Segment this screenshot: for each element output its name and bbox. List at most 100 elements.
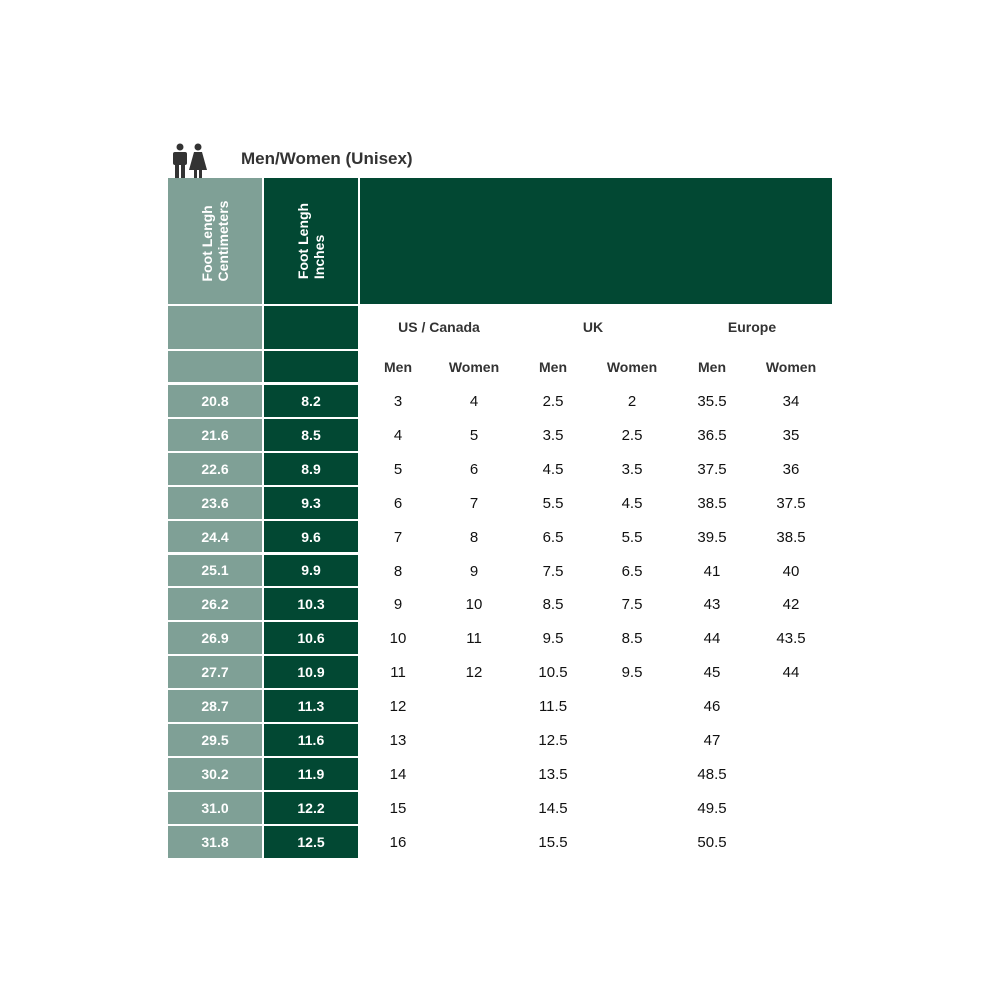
size-cell: 8.5: [621, 630, 643, 648]
size-cell: 3.5: [542, 426, 564, 444]
size-cell: 6.5: [542, 528, 564, 546]
size-cell: 44: [703, 630, 721, 648]
in-group-spacer: [264, 306, 358, 349]
size-cell: 5: [469, 426, 479, 444]
cm-cell: 21.6: [168, 418, 262, 451]
size-cell: 8: [393, 562, 403, 580]
header-line: Foot Lengh: [295, 202, 311, 280]
chart-title: Men/Women (Unisex): [241, 149, 413, 168]
inch-cell: 11.6: [264, 724, 358, 756]
size-cell: 7.5: [621, 596, 643, 614]
header-line: Inches: [311, 234, 327, 280]
size-cell: 5.5: [621, 528, 643, 546]
in-sub-spacer: [264, 351, 358, 382]
size-cell: 35: [782, 426, 800, 444]
size-cell: 13: [389, 732, 407, 749]
inch-cell: 9.3: [264, 486, 358, 519]
size-cell: 36.5: [697, 426, 727, 444]
size-cell: 48.5: [697, 765, 727, 783]
subheader-women: Women: [448, 359, 500, 375]
size-cell: 42: [782, 596, 800, 614]
size-cell: 50.5: [697, 833, 727, 851]
size-cell: 6: [469, 460, 479, 478]
size-cell: 45: [703, 664, 721, 682]
header-line: Centimeters: [215, 200, 231, 282]
size-cell: 3: [393, 393, 403, 410]
header-line: Foot Lengh: [199, 205, 215, 282]
size-cell: 11: [466, 630, 482, 648]
cm-cell: 28.7: [168, 690, 262, 722]
size-cell: 4: [393, 426, 403, 444]
size-cell: 16: [389, 833, 407, 851]
size-cell: 9.5: [542, 630, 564, 648]
cm-cell: 26.2: [168, 588, 262, 621]
size-cell: 43.5: [776, 630, 806, 648]
cm-cell: 23.6: [168, 486, 262, 519]
size-cell: 7: [469, 494, 479, 512]
size-cell: 35.5: [697, 393, 727, 410]
inch-cell: 11.3: [264, 690, 358, 722]
man-woman-icon: [173, 143, 207, 178]
size-cell: 4.5: [542, 460, 564, 478]
size-cell: 15.5: [538, 833, 568, 851]
size-cell: 47: [703, 732, 721, 749]
size-cell: 8.5: [542, 596, 564, 614]
size-cell: 38.5: [697, 494, 727, 512]
inch-cell: 10.3: [264, 588, 358, 621]
size-cell: 4.5: [621, 494, 643, 512]
size-cell: 15: [389, 799, 407, 817]
size-cell: 10: [465, 596, 483, 614]
header-banner: [360, 178, 832, 304]
size-cell: 49.5: [697, 799, 727, 817]
cm-cell: 26.9: [168, 622, 262, 655]
subheader-men: Men: [698, 359, 726, 375]
inch-cell: 10.9: [264, 656, 358, 689]
inch-cell: 10.6: [264, 622, 358, 655]
inch-cell: 8.9: [264, 452, 358, 485]
inch-cell: 12.2: [264, 791, 358, 824]
group-europe: Europe: [727, 319, 777, 335]
subheader-men: Men: [384, 359, 412, 375]
size-cell: 11.5: [538, 698, 568, 716]
header-foot-length-cm: Foot Lengh Centimeters: [168, 178, 262, 304]
subheader-women: Women: [606, 359, 658, 375]
inch-cell: 9.9: [264, 554, 358, 587]
cm-cell: 22.6: [168, 452, 262, 485]
size-cell: 43: [703, 596, 721, 614]
size-cell: 5: [393, 460, 403, 478]
size-cell: 2.5: [621, 426, 643, 444]
size-cell: 46: [703, 698, 721, 716]
size-cell: 5.5: [542, 494, 564, 512]
size-cell: 9: [469, 562, 479, 580]
size-cell: 2: [627, 393, 637, 410]
inch-cell: 8.5: [264, 418, 358, 451]
size-cell: 4: [469, 393, 479, 410]
inch-cell: 12.5: [264, 825, 358, 858]
size-cell: 40: [782, 562, 800, 580]
subheader-men: Men: [539, 359, 567, 375]
cm-cell: 30.2: [168, 757, 262, 790]
cm-group-spacer: [168, 306, 262, 349]
size-cell: 34: [782, 393, 800, 410]
size-cell: 41: [703, 562, 721, 580]
cm-sub-spacer: [168, 351, 262, 382]
size-cell: 11: [390, 664, 406, 682]
size-cell: 8: [469, 528, 479, 546]
size-cell: 2.5: [542, 393, 564, 410]
cm-cell: 20.8: [168, 385, 262, 417]
size-cell: 7: [393, 528, 403, 546]
size-cell: 37.5: [776, 494, 806, 512]
cm-cell: 31.8: [168, 825, 262, 858]
group-us-canada: US / Canada: [398, 319, 480, 335]
size-cell: 12: [389, 698, 407, 716]
group-uk: UK: [582, 319, 604, 335]
inch-cell: 11.9: [264, 757, 358, 790]
size-cell: 9.5: [621, 664, 643, 682]
size-cell: 37.5: [697, 460, 727, 478]
size-cell: 3.5: [621, 460, 643, 478]
cm-cell: 25.1: [168, 554, 262, 587]
size-cell: 36: [782, 460, 800, 478]
size-cell: 7.5: [542, 562, 564, 580]
cm-cell: 29.5: [168, 724, 262, 756]
size-cell: 13.5: [538, 765, 568, 783]
